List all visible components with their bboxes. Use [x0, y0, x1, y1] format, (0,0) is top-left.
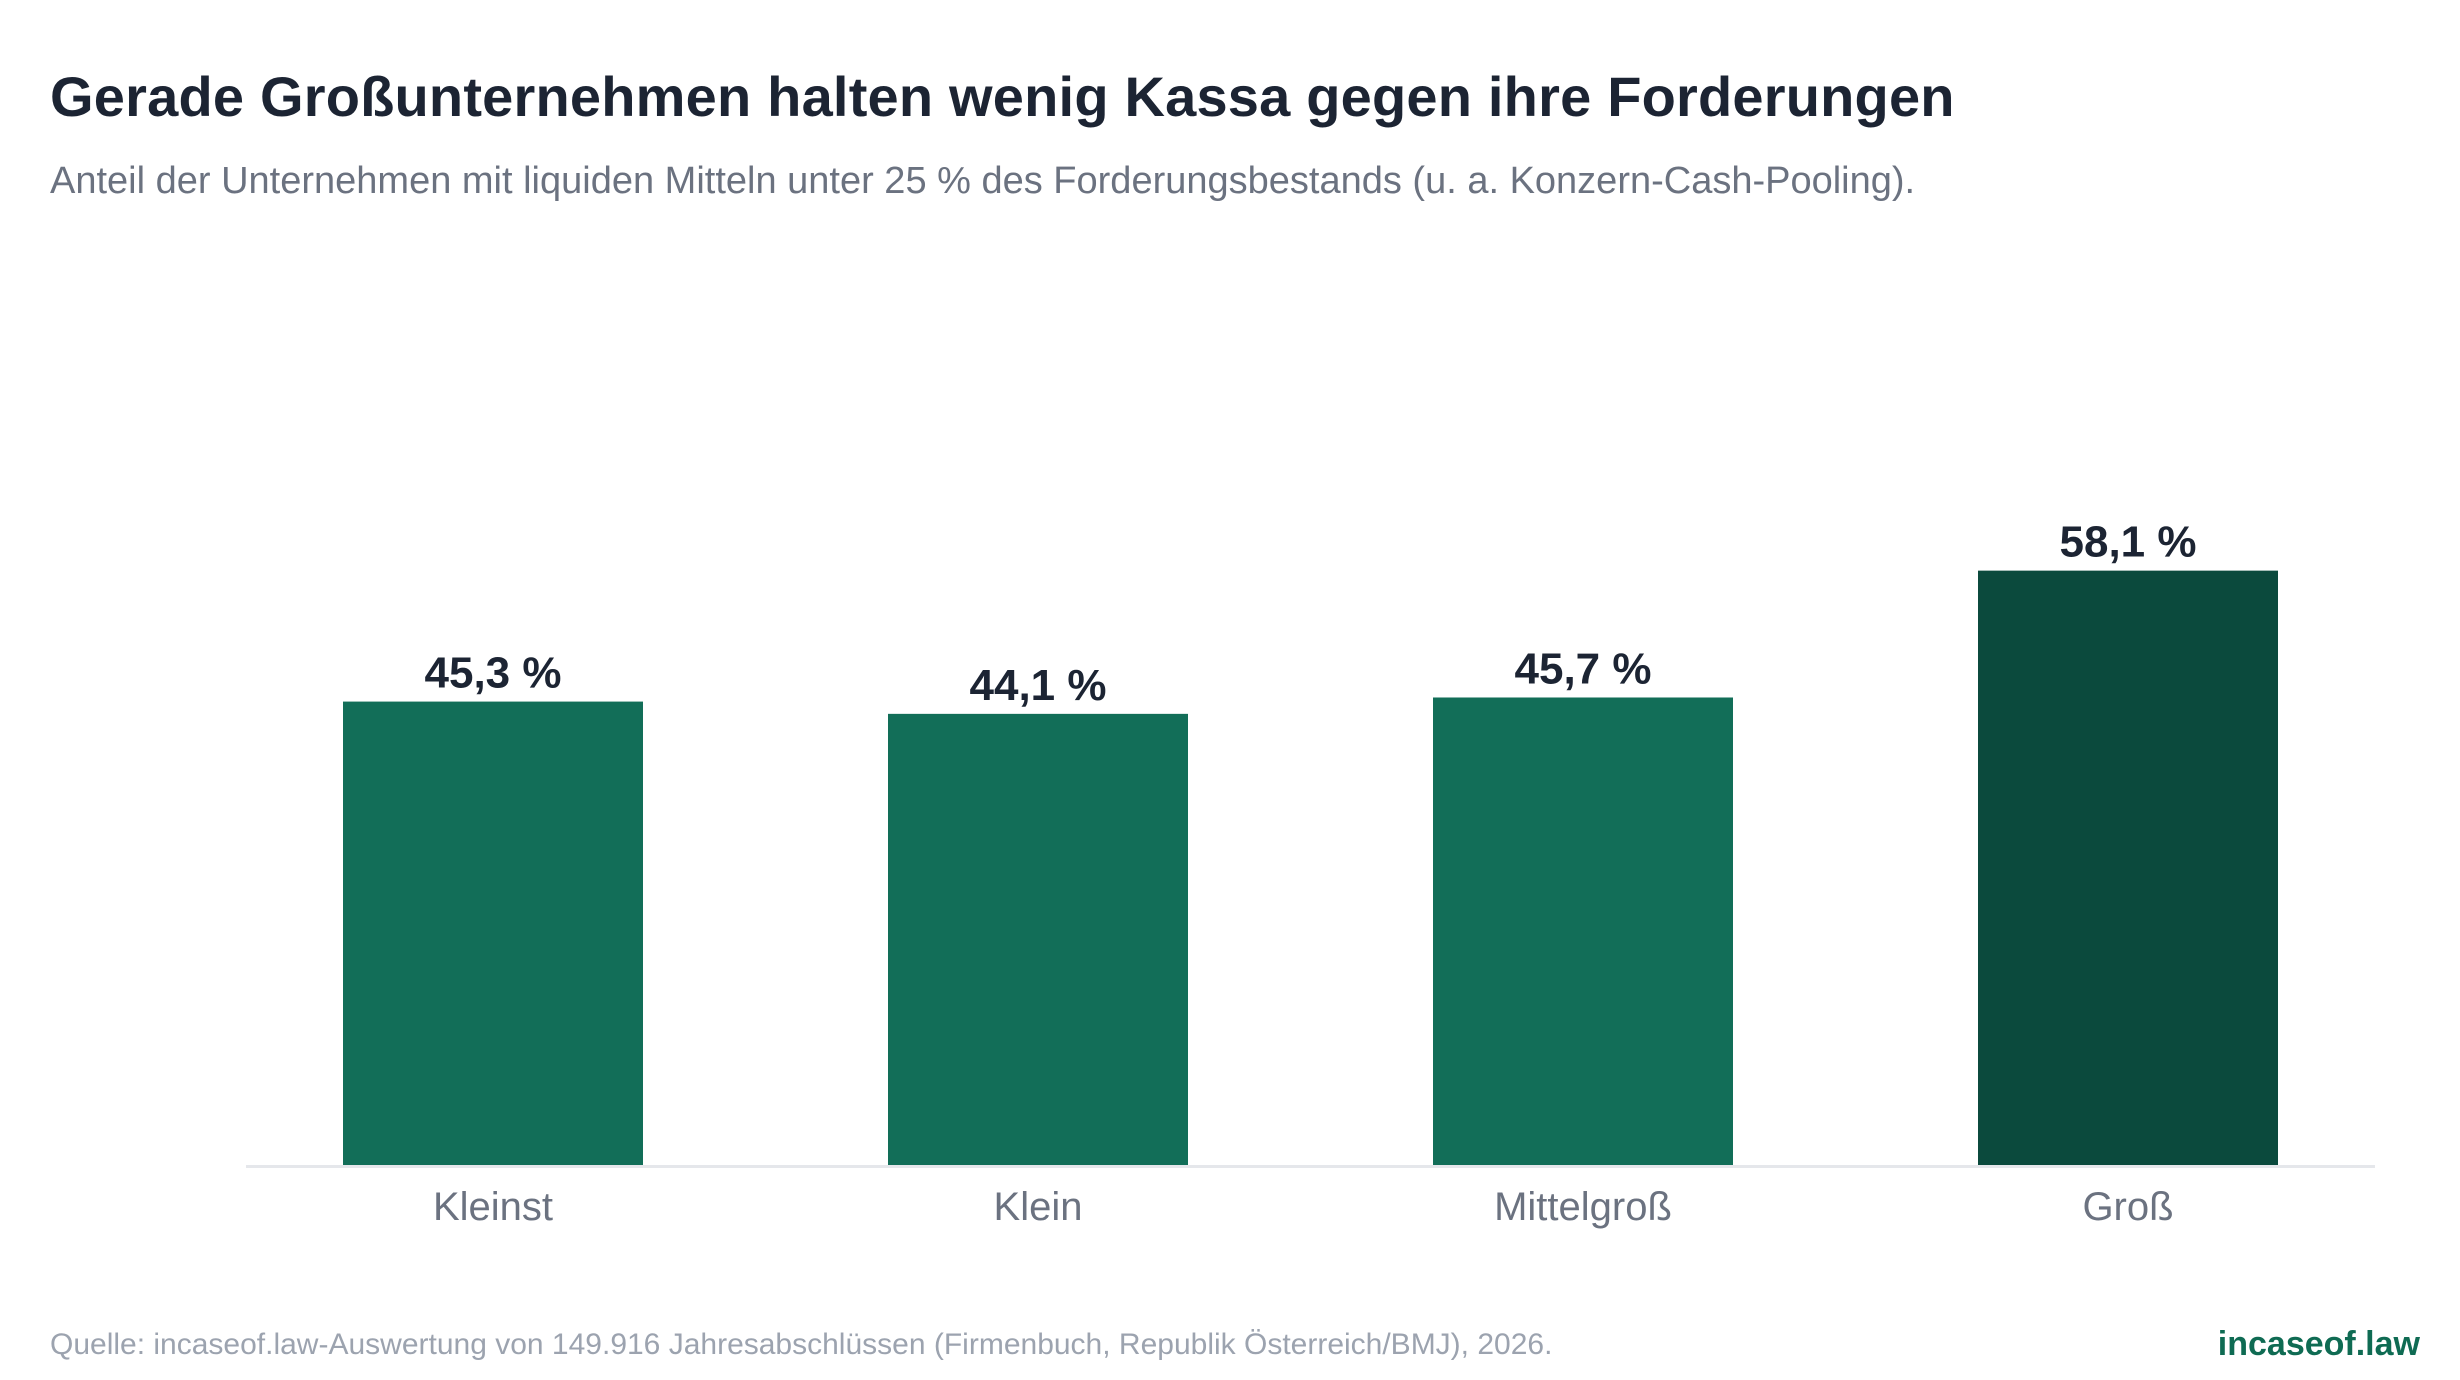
bar-groß — [1978, 570, 2278, 1165]
category-label: Kleinst — [433, 1185, 553, 1229]
chart-subtitle: Anteil der Unternehmen mit liquiden Mitt… — [50, 160, 1916, 202]
bar-mittelgroß — [1433, 697, 1733, 1165]
bar-kleinst — [343, 701, 643, 1165]
category-label: Mittelgroß — [1494, 1185, 1672, 1229]
category-label: Groß — [2082, 1185, 2173, 1229]
brand-logo-text: incaseof.law — [2217, 1325, 2420, 1363]
source-note: Quelle: incaseof.law-Auswertung von 149.… — [50, 1328, 1553, 1361]
value-label: 45,7 % — [1515, 644, 1652, 693]
value-label: 58,1 % — [2060, 518, 2197, 567]
category-label: Klein — [994, 1185, 1083, 1229]
value-label: 45,3 % — [425, 649, 562, 698]
bar-klein — [888, 713, 1188, 1165]
value-label: 44,1 % — [970, 661, 1107, 710]
chart-title: Gerade Großunternehmen halten wenig Kass… — [50, 65, 1955, 128]
